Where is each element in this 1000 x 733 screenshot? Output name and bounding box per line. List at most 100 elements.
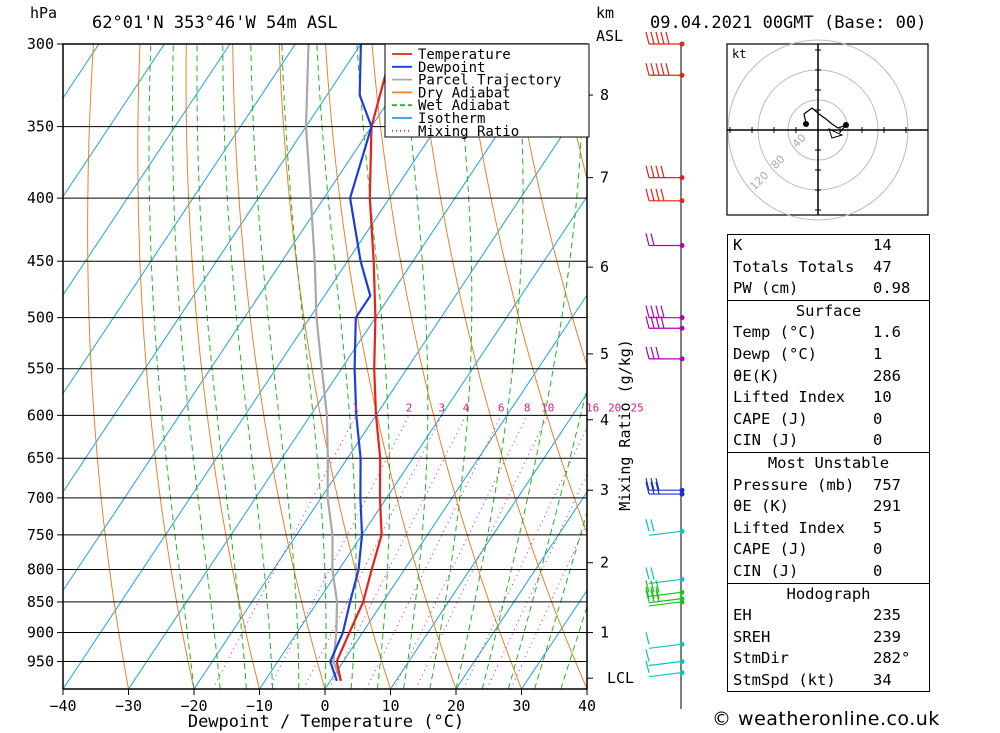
wind-barb-feather: [645, 580, 650, 593]
hodograph-dot: [803, 121, 809, 127]
wind-barb-feather: [645, 660, 650, 673]
parcel-trajectory-line: [304, 44, 342, 682]
pressure-tick-label: 600: [27, 406, 54, 424]
wind-barb-shaft: [648, 643, 682, 649]
isotherm-line: [390, 392, 587, 689]
wind-barb-feather: [655, 305, 660, 318]
isotherm-line: [455, 491, 587, 689]
temperature-line: [335, 44, 395, 682]
mixing-ratio-line: [415, 415, 549, 689]
hodograph-dot: [843, 122, 849, 128]
indices-top-table: K 14 Totals Totals 47 PW (cm) 0.98 Surface …: [727, 234, 930, 693]
wind-level-dot: [679, 243, 685, 249]
pressure-tick-label: 400: [27, 189, 54, 207]
wind-barb-feather: [655, 346, 660, 360]
wet-adiabat-line: [196, 44, 247, 689]
wind-barb-feather: [645, 346, 650, 360]
wind-barb-feather: [645, 589, 650, 603]
wet-adiabat-line: [281, 44, 327, 689]
wind-barb-feather: [655, 481, 660, 495]
wind-barb-feather: [650, 31, 655, 45]
wind-barb-feather: [660, 316, 665, 329]
wind-barb-feather: [665, 63, 670, 76]
hodo-stmspd: StmSpd (kt) 34: [733, 670, 892, 689]
wind-barb-shaft: [648, 601, 682, 607]
wind-barb-feather: [650, 478, 655, 491]
wind-barb-feather: [645, 233, 650, 246]
mixing-ratio-line: [463, 425, 587, 689]
wind-level-dot: [679, 198, 685, 204]
wind-barb-feather: [655, 63, 660, 76]
index-row-totals: Totals Totals 47: [733, 257, 892, 276]
mixing-ratio-line: [510, 521, 587, 689]
wind-barb-feather: [650, 589, 655, 603]
pressure-tick-label: 750: [27, 526, 54, 544]
wind-level-dot: [679, 599, 685, 605]
surface-lifted-index: Lifted Index 10: [733, 388, 892, 407]
surface-dewp: Dewp (°C) 1: [733, 344, 883, 363]
km-tick-label: 5: [600, 345, 609, 363]
km-tick-label: 6: [600, 258, 609, 276]
x-tick-label: 10: [381, 697, 399, 715]
x-tick-label: 20: [447, 697, 465, 715]
legend-label: Wet Adiabat: [418, 98, 511, 114]
isotherm-line: [193, 97, 587, 689]
isotherm-line: [63, 44, 296, 395]
pressure-tick-label: 300: [27, 35, 54, 53]
wind-barb-feather: [645, 305, 650, 318]
wind-barb-feather: [660, 31, 665, 45]
mixing-ratio-label: 20: [608, 401, 621, 414]
isotherm-line: [259, 195, 587, 689]
hodograph-title: Hodograph: [786, 584, 871, 603]
isotherm-line: [63, 44, 493, 689]
surface-temp: Temp (°C) 1.6: [733, 323, 901, 342]
index-row-pw: PW (cm) 0.98: [733, 279, 911, 298]
isotherm-line: [63, 44, 427, 592]
wind-barb-feather: [650, 188, 655, 201]
wind-barb-feather: [655, 580, 660, 593]
x-tick-label: 40: [578, 697, 596, 715]
wind-barb-feather: [655, 316, 660, 329]
mixing-ratio-label: 10: [541, 401, 554, 414]
legend-label: Dewpoint: [418, 60, 485, 76]
lcl-label: LCL: [607, 669, 634, 687]
wind-barb-feather: [645, 567, 650, 580]
wind-barb-feather: [660, 165, 665, 178]
wind-level-dot: [679, 589, 685, 595]
mixing-ratio-line: [303, 415, 443, 689]
wind-barb-feather: [645, 519, 650, 532]
legend-label: Temperature: [418, 47, 511, 63]
wind-level-dot: [679, 491, 685, 497]
hodo-sreh: SREH 239: [733, 627, 901, 646]
units-km: km: [596, 4, 614, 22]
isotherm-line: [324, 294, 587, 689]
km-tick-label: 2: [600, 554, 609, 572]
mixing-ratio-label: 16: [586, 401, 599, 414]
pressure-tick-label: 450: [27, 252, 54, 270]
dry-adiabat-line: [185, 44, 260, 689]
wind-barb-shaft: [648, 672, 682, 678]
legend-label: Isotherm: [418, 111, 485, 127]
wind-barb-feather: [660, 63, 665, 76]
legend-label: Mixing Ratio: [418, 124, 519, 140]
mu-pressure: Pressure (mb) 757: [733, 475, 901, 494]
wind-barb-feather: [645, 31, 650, 45]
wind-barb-feather: [655, 31, 660, 45]
pressure-tick-label: 350: [27, 118, 54, 136]
x-axis-label: Dewpoint / Temperature (°C): [188, 712, 464, 732]
wet-adiabat-line: [222, 44, 274, 689]
copyright-link[interactable]: © weatheronline.co.uk: [712, 708, 940, 730]
wind-barb-feather: [655, 586, 660, 599]
wind-barb-feather: [655, 478, 660, 491]
km-tick-label: 4: [600, 411, 609, 429]
wet-adiabat-line: [455, 44, 524, 689]
legend-label: Dry Adiabat: [418, 85, 511, 101]
wind-level-dot: [679, 175, 685, 181]
units-hpa: hPa: [30, 4, 57, 22]
wind-barb-feather: [650, 586, 655, 599]
wind-level-dot: [679, 72, 685, 78]
wind-level-dot: [679, 528, 685, 534]
wind-barb-feather: [650, 481, 655, 495]
mixing-ratio-label: 8: [524, 401, 531, 414]
x-tick-label: −40: [49, 697, 76, 715]
